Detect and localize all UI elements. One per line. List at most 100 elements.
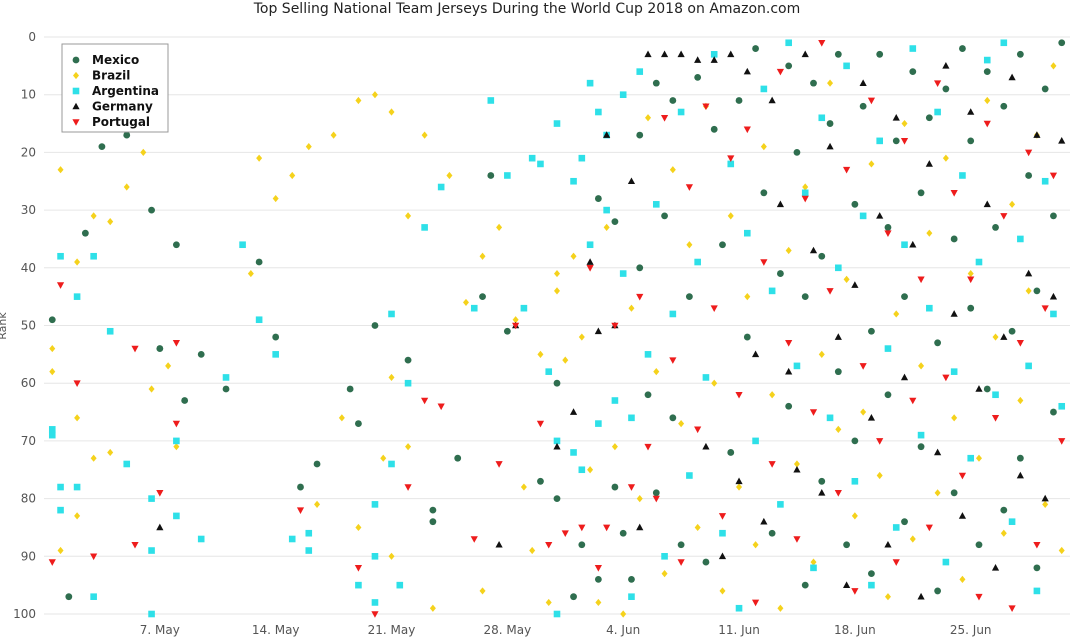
argentina-point [926,304,933,312]
brazil-point [1000,529,1007,537]
brazil-point [818,350,825,358]
brazil-point [868,160,875,168]
argentina-point [901,241,908,249]
mexico-point [859,102,867,110]
argentina-point [859,212,867,220]
argentina-point [611,397,619,404]
brazil-point [446,171,453,180]
portugal-point [1008,605,1016,613]
argentina-point [396,581,404,589]
argentina-point [371,599,379,606]
y-tick-label: 50 [21,319,36,333]
brazil-point [1009,200,1016,208]
brazil-point [653,368,660,376]
germany-point [735,477,743,485]
brazil-point [967,269,974,278]
germany-point [1025,269,1033,277]
brazil-point [884,593,891,601]
mexico-point [628,575,635,583]
argentina-point [1000,39,1008,47]
brazil-point [760,143,767,151]
portugal-point [793,536,801,543]
mexico-point [735,97,743,104]
portugal-point [876,438,884,445]
mexico-point [661,212,668,220]
mexico-point [619,529,627,537]
brazil-point [918,362,925,370]
mexico-point [1033,287,1041,295]
brazil-point [860,408,867,416]
mexico-point [48,316,56,324]
y-tick-label: 90 [21,549,36,563]
brazil-point [959,575,966,583]
portugal-point [156,490,164,497]
mexico-point [743,333,751,341]
argentina-point [810,564,817,572]
brazil-point [578,333,585,341]
germany-point [1041,494,1049,502]
x-tick-label: 25. Jun [950,623,992,637]
germany-point [801,50,809,58]
mexico-point [404,356,412,364]
portugal-point [934,80,942,87]
portugal-point [751,599,760,607]
argentina-point [677,108,685,116]
legend-item-germany[interactable]: Germany [72,100,153,114]
germany-point [694,56,702,63]
argentina-point [752,437,759,445]
germany-point [925,160,933,167]
legend-item-mexico[interactable]: Mexico [72,53,140,67]
brazil-point [893,310,900,318]
mexico-point [1041,85,1049,93]
brazil-point [554,269,560,278]
mexico-point [148,206,155,214]
portugal-point [470,536,478,543]
argentina-point [735,604,743,612]
mexico-point [983,385,991,393]
germany-point [983,200,991,208]
mexico-point [992,224,999,231]
legend-item-argentina[interactable]: Argentina [72,84,159,98]
y-tick-label: 20 [21,145,36,159]
argentina-point [106,327,114,335]
argentina-point [851,477,859,485]
portugal-point [545,541,553,549]
portugal-point [586,265,594,272]
germany-point [776,200,785,208]
mexico-point [950,489,958,497]
argentina-point [702,374,710,381]
portugal-point [404,484,412,491]
mexico-point [983,68,991,76]
brazil-point [107,448,114,457]
mexico-point [313,460,321,468]
germany-point [909,240,917,248]
mexico-point [768,529,776,537]
portugal-point [909,397,917,405]
mexico-point [950,235,958,243]
portugal-point [768,461,776,468]
mexico-point [222,385,230,393]
brazil-point [785,246,792,255]
portugal-point [1049,172,1058,180]
argentina-point [90,593,97,600]
argentina-point [388,460,395,468]
mexico-point [785,402,793,410]
argentina-point [421,224,428,231]
brazil-point [752,541,759,549]
mexico-point [793,149,801,156]
mexico-point [777,270,784,277]
mexico-point [851,200,859,208]
brazil-point [57,166,64,174]
legend-item-portugal[interactable]: Portugal [72,115,150,129]
brazil-point [777,604,784,612]
germany-point [818,489,826,496]
portugal-point [636,293,644,301]
mexico-point [1058,39,1066,47]
brazil-point [314,500,321,508]
portugal-point [495,461,503,468]
brazil-point [429,604,436,612]
brazil-point [520,483,527,491]
legend-item-brazil[interactable]: Brazil [73,69,130,83]
brazil-point [694,523,701,532]
